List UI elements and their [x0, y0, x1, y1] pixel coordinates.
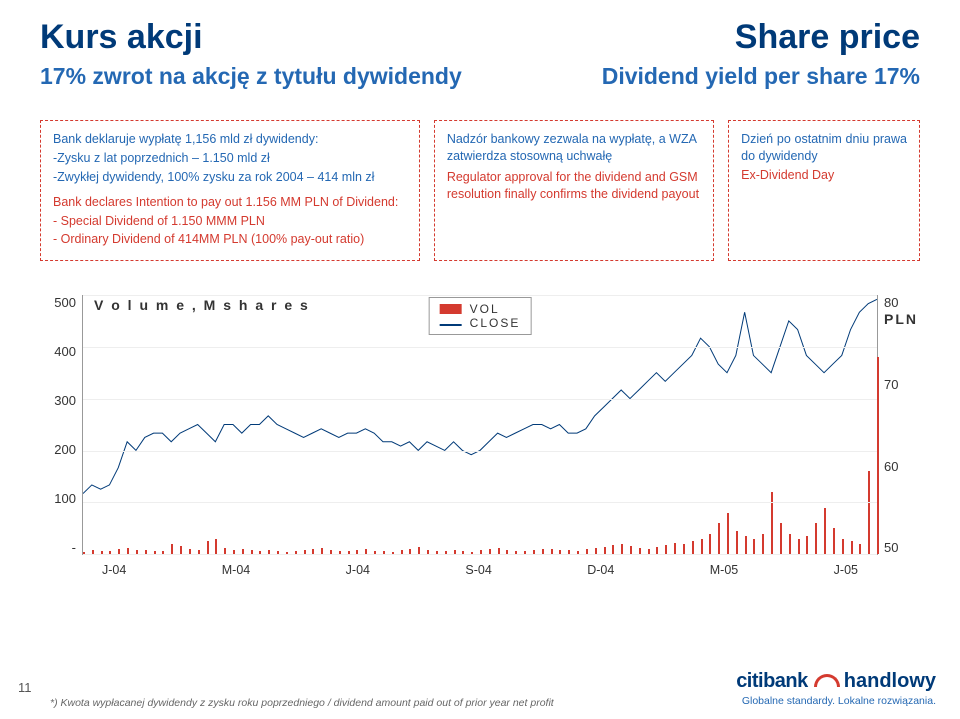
pln-axis-label: PLN [884, 311, 920, 327]
logo: citibank handlowy Globalne standardy. Lo… [736, 670, 936, 707]
logo-arc-icon [814, 674, 840, 687]
xtick: S-04 [465, 563, 491, 577]
logo-citi: citibank [736, 670, 808, 693]
logo-handlowy: handlowy [844, 670, 936, 693]
callout-regulator: Nadzór bankowy zezwala na wypłatę, a WZA… [434, 120, 714, 261]
page-number: 11 [18, 680, 32, 695]
text: Zysku z lat poprzednich – 1.150 mld zł [57, 151, 270, 165]
subtitle-row: 17% zwrot na akcję z tytułu dywidendy Di… [40, 63, 920, 90]
slide-root: Kurs akcji Share price 17% zwrot na akcj… [0, 0, 960, 595]
ytick: 100 [40, 491, 76, 506]
text: Zwykłej dywidendy, 100% zysku za rok 200… [57, 170, 374, 184]
text: Regulator approval for the dividend and … [447, 169, 701, 203]
ytick: 500 [40, 295, 76, 310]
text: Bank declares Intention to pay out 1.156… [53, 194, 407, 211]
ytick: 50 [884, 540, 920, 555]
ytick: 200 [40, 442, 76, 457]
text: Nadzór bankowy zezwala na wypłatę, a WZA… [447, 131, 701, 165]
close-line [83, 295, 877, 554]
callout-declare: Bank deklaruje wypłatę 1,156 mld zł dywi… [40, 120, 420, 261]
xtick: M-04 [222, 563, 250, 577]
ytick: 80 [884, 295, 898, 310]
callout-exdiv: Dzień po ostatnim dniu prawa do dywidend… [728, 120, 920, 261]
xtick: D-04 [587, 563, 614, 577]
xtick: M-05 [710, 563, 738, 577]
callout-row: Bank deklaruje wypłatę 1,156 mld zł dywi… [40, 120, 920, 261]
logo-tagline: Globalne standardy. Lokalne rozwiązania. [736, 695, 936, 707]
xtick: J-04 [346, 563, 370, 577]
x-axis: J-04 M-04 J-04 S-04 D-04 M-05 J-05 [82, 557, 878, 577]
xtick: J-05 [834, 563, 858, 577]
xtick: J-04 [102, 563, 126, 577]
title-left: Kurs akcji [40, 18, 203, 57]
subtitle-left: 17% zwrot na akcję z tytułu dywidendy [40, 63, 462, 90]
text: Bank deklaruje wypłatę 1,156 mld zł dywi… [53, 131, 407, 148]
subtitle-right: Dividend yield per share 17% [602, 63, 920, 90]
y-axis-left: 500 400 300 200 100 - [40, 295, 82, 555]
y-axis-right: 80 PLN 70 60 50 [878, 295, 920, 555]
ytick: 70 [884, 377, 920, 392]
title-right: Share price [735, 18, 920, 57]
chart-plot-area: VOL CLOSE [82, 295, 878, 555]
ytick: - [40, 540, 76, 555]
ytick: 60 [884, 459, 920, 474]
text: Ordinary Dividend of 414MM PLN (100% pay… [53, 231, 407, 248]
price-volume-chart: V o l u m e , M s h a r e s 500 400 300 … [40, 295, 920, 595]
text: Ex-Dividend Day [741, 167, 907, 184]
text: Dzień po ostatnim dniu prawa do dywidend… [741, 131, 907, 165]
title-row: Kurs akcji Share price [40, 18, 920, 57]
footnote: *) Kwota wypłacanej dywidendy z zysku ro… [50, 697, 554, 709]
text: Special Dividend of 1.150 MMM PLN [53, 213, 407, 230]
ytick: 300 [40, 393, 76, 408]
ytick: 400 [40, 344, 76, 359]
